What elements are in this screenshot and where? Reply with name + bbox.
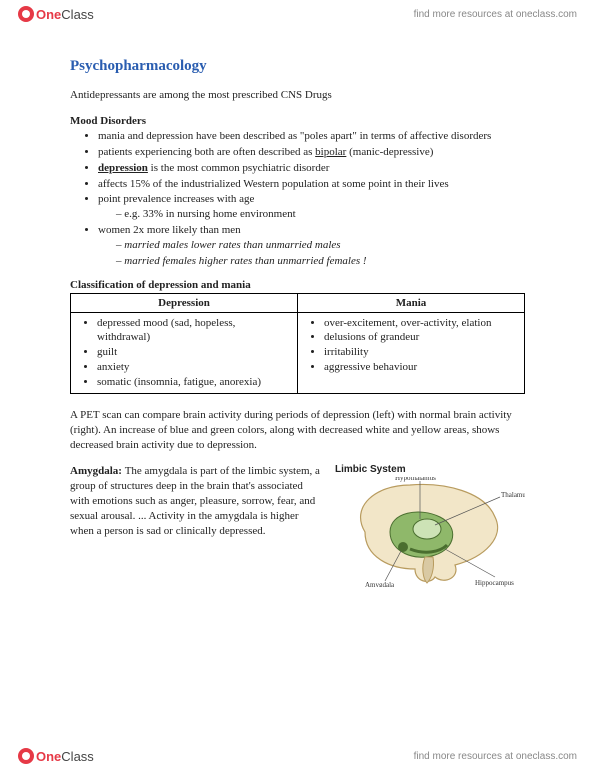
list-item: mania and depression have been described… [98, 129, 525, 144]
list-item: patients experiencing both are often des… [98, 145, 525, 160]
logo-class: Class [61, 749, 94, 764]
list-item: married males lower rates than unmarried… [116, 238, 525, 253]
intro-text: Antidepressants are among the most presc… [70, 89, 525, 101]
amygdala-shape [398, 542, 408, 552]
classification-table: Depression Mania depressed mood (sad, ho… [70, 293, 525, 394]
logo: OneClass [18, 6, 94, 22]
thalamus-shape [413, 519, 441, 539]
logo-icon [18, 748, 34, 764]
logo-icon [18, 6, 34, 22]
mood-list: mania and depression have been described… [70, 129, 525, 269]
cell-mania: over-excitement, over-activity, elation … [298, 312, 525, 393]
label-hippocampus: Hippocampus [475, 579, 514, 587]
table-caption: Classification of depression and mania [70, 279, 525, 291]
tagline-bottom[interactable]: find more resources at oneclass.com [414, 751, 577, 762]
sub-list: married males lower rates than unmarried… [98, 238, 525, 269]
bottom-bar: OneClass find more resources at oneclass… [0, 742, 595, 770]
sub-list: e.g. 33% in nursing home environment [98, 207, 525, 222]
table-row: depressed mood (sad, hopeless, withdrawa… [71, 312, 525, 393]
col-depression: Depression [71, 293, 298, 312]
page-title: Psychopharmacology [70, 58, 525, 75]
logo-one: One [36, 7, 61, 22]
brain-diagram-title: Limbic System [335, 464, 525, 475]
list-item: guilt [97, 345, 289, 360]
list-item: anxiety [97, 360, 289, 375]
label-hypothalamus: Hypothalamus [395, 477, 436, 482]
mood-heading: Mood Disorders [70, 115, 525, 127]
list-item: depression is the most common psychiatri… [98, 161, 525, 176]
list-item: women 2x more likely than men married ma… [98, 223, 525, 269]
list-item: married females higher rates than unmarr… [116, 254, 525, 269]
list-item: delusions of grandeur [324, 330, 516, 345]
list-item: point prevalence increases with age e.g.… [98, 192, 525, 222]
list-item: somatic (insomnia, fatigue, anorexia) [97, 375, 289, 390]
list-item: irritability [324, 345, 516, 360]
logo-text: OneClass [36, 7, 94, 22]
term-bipolar: bipolar [315, 146, 346, 158]
pet-scan-text: A PET scan can compare brain activity du… [70, 408, 525, 453]
amygdala-label: Amygdala: [70, 465, 125, 477]
list-item: affects 15% of the industrialized Wester… [98, 177, 525, 192]
term-depression: depression [98, 162, 148, 174]
document-content: Psychopharmacology Antidepressants are a… [0, 28, 595, 600]
brain-diagram: Limbic System Thalamus Hypothalamus Amyg… [335, 464, 525, 590]
label-amygdala: Amygdala [365, 581, 395, 587]
list-item: over-excitement, over-activity, elation [324, 316, 516, 331]
list-item: depressed mood (sad, hopeless, withdrawa… [97, 316, 289, 346]
amygdala-text: Amygdala: The amygdala is part of the li… [70, 464, 325, 538]
logo-text: OneClass [36, 749, 94, 764]
brain-svg: Thalamus Hypothalamus Amygdala Hippocamp… [335, 477, 525, 587]
list-item: aggressive behaviour [324, 360, 516, 375]
tagline-top[interactable]: find more resources at oneclass.com [414, 9, 577, 20]
amygdala-section: Amygdala: The amygdala is part of the li… [70, 464, 525, 590]
logo-one: One [36, 749, 61, 764]
cell-depression: depressed mood (sad, hopeless, withdrawa… [71, 312, 298, 393]
top-bar: OneClass find more resources at oneclass… [0, 0, 595, 28]
logo: OneClass [18, 748, 94, 764]
table-header-row: Depression Mania [71, 293, 525, 312]
logo-class: Class [61, 7, 94, 22]
label-thalamus: Thalamus [501, 491, 525, 499]
list-item: e.g. 33% in nursing home environment [116, 207, 525, 222]
col-mania: Mania [298, 293, 525, 312]
